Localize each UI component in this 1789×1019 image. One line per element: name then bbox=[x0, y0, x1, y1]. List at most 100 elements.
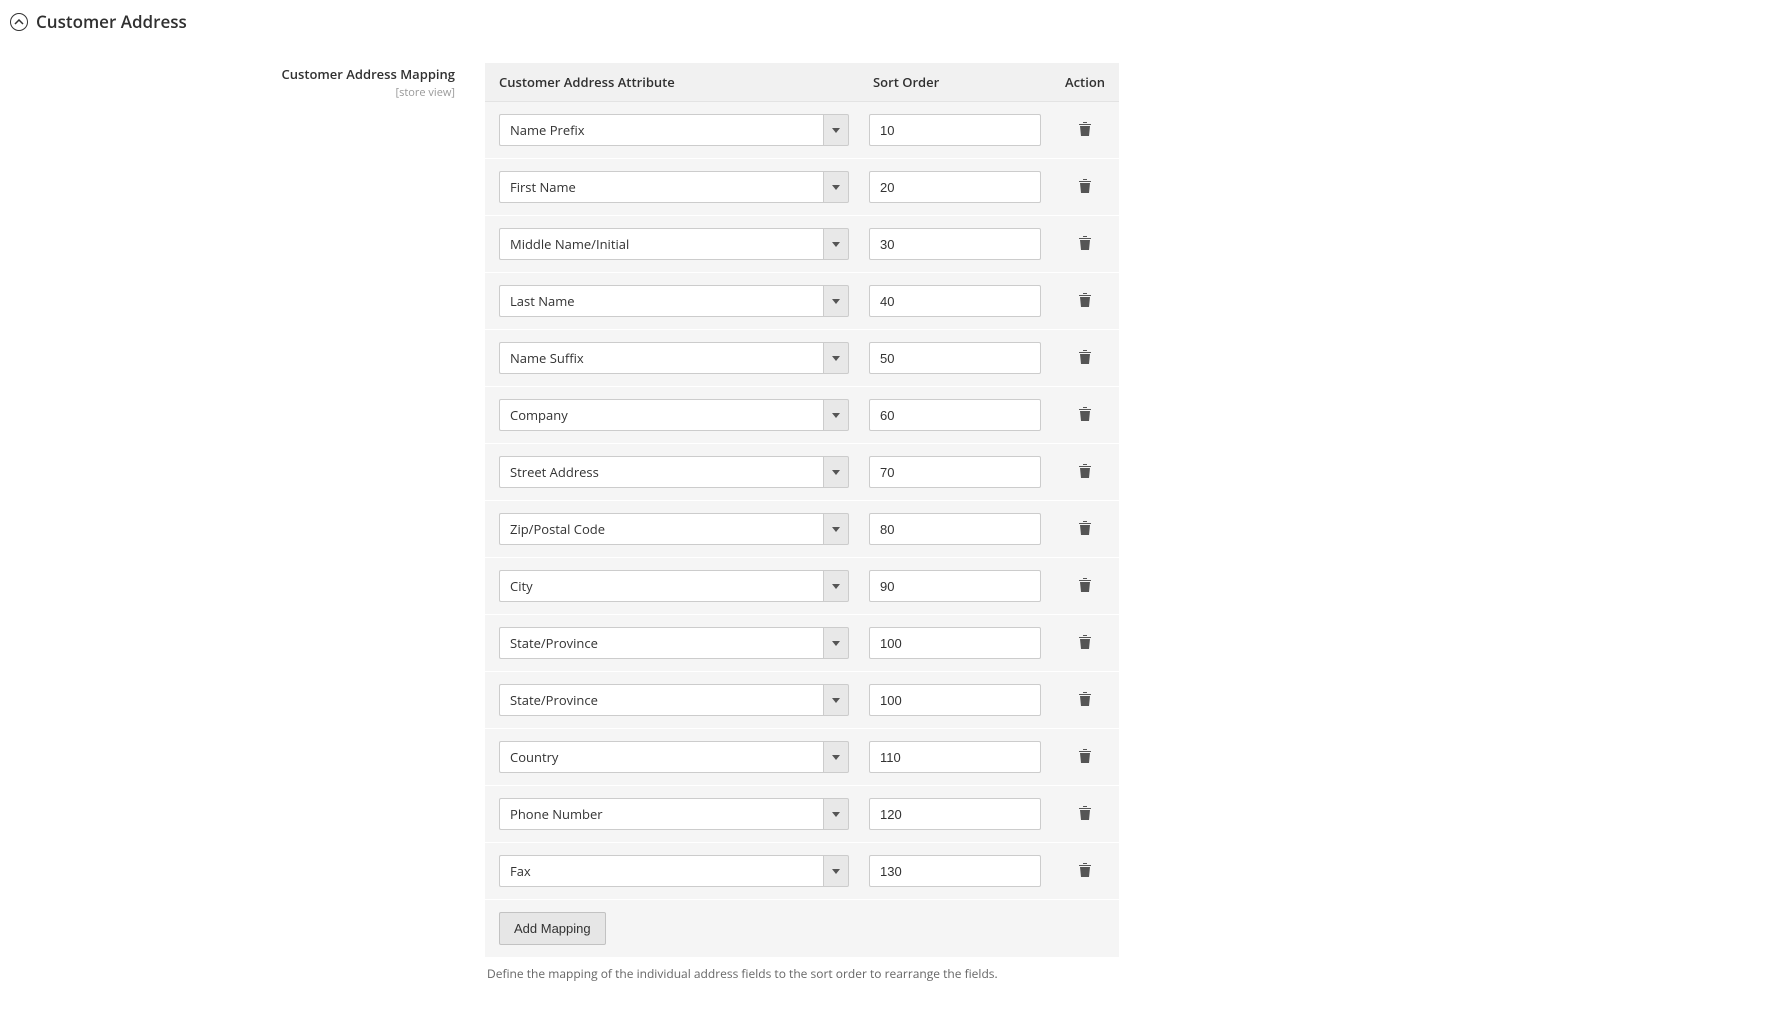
attribute-select-value[interactable]: Street Address bbox=[499, 456, 823, 488]
chevron-down-icon[interactable] bbox=[823, 114, 849, 146]
chevron-down-icon[interactable] bbox=[823, 855, 849, 887]
trash-icon bbox=[1078, 577, 1092, 596]
trash-icon bbox=[1078, 235, 1092, 254]
chevron-down-icon[interactable] bbox=[823, 342, 849, 374]
sort-order-input[interactable] bbox=[869, 456, 1041, 488]
sort-order-input[interactable] bbox=[869, 399, 1041, 431]
attribute-select[interactable]: State/Province bbox=[499, 627, 849, 659]
attribute-select-value[interactable]: City bbox=[499, 570, 823, 602]
attribute-select-value[interactable]: Middle Name/Initial bbox=[499, 228, 823, 260]
attribute-select-value[interactable]: Name Prefix bbox=[499, 114, 823, 146]
attribute-select-value[interactable]: Company bbox=[499, 399, 823, 431]
chevron-down-icon[interactable] bbox=[823, 285, 849, 317]
chevron-down-icon[interactable] bbox=[823, 627, 849, 659]
delete-button[interactable] bbox=[1074, 687, 1096, 714]
footer-row: Add Mapping bbox=[485, 900, 1119, 957]
collapse-icon[interactable] bbox=[10, 13, 28, 31]
trash-icon bbox=[1078, 121, 1092, 140]
chevron-down-icon[interactable] bbox=[823, 171, 849, 203]
chevron-down-icon[interactable] bbox=[823, 513, 849, 545]
attribute-select[interactable]: Name Prefix bbox=[499, 114, 849, 146]
delete-button[interactable] bbox=[1074, 288, 1096, 315]
attribute-select-value[interactable]: Country bbox=[499, 741, 823, 773]
attribute-select[interactable]: First Name bbox=[499, 171, 849, 203]
delete-button[interactable] bbox=[1074, 174, 1096, 201]
form-container: Customer Address Mapping [store view] Cu… bbox=[10, 63, 1779, 982]
attribute-select-value[interactable]: Phone Number bbox=[499, 798, 823, 830]
sort-order-input[interactable] bbox=[869, 684, 1041, 716]
attribute-select-value[interactable]: Zip/Postal Code bbox=[499, 513, 823, 545]
sort-order-input[interactable] bbox=[869, 627, 1041, 659]
table-row: Name Prefix bbox=[485, 102, 1119, 159]
trash-icon bbox=[1078, 691, 1092, 710]
trash-icon bbox=[1078, 292, 1092, 311]
table-row: State/Province bbox=[485, 615, 1119, 672]
attribute-select-value[interactable]: Fax bbox=[499, 855, 823, 887]
trash-icon bbox=[1078, 406, 1092, 425]
header-sort-order: Sort Order bbox=[859, 63, 1051, 102]
table-row: Fax bbox=[485, 843, 1119, 900]
field-label: Customer Address Mapping bbox=[282, 65, 456, 83]
attribute-select[interactable]: State/Province bbox=[499, 684, 849, 716]
delete-button[interactable] bbox=[1074, 117, 1096, 144]
sort-order-input[interactable] bbox=[869, 114, 1041, 146]
label-column: Customer Address Mapping [store view] bbox=[10, 63, 485, 100]
attribute-select-value[interactable]: Last Name bbox=[499, 285, 823, 317]
attribute-select[interactable]: Street Address bbox=[499, 456, 849, 488]
delete-button[interactable] bbox=[1074, 402, 1096, 429]
attribute-select[interactable]: Country bbox=[499, 741, 849, 773]
delete-button[interactable] bbox=[1074, 630, 1096, 657]
table-column: Customer Address Attribute Sort Order Ac… bbox=[485, 63, 1119, 982]
attribute-select[interactable]: Zip/Postal Code bbox=[499, 513, 849, 545]
table-row: Last Name bbox=[485, 273, 1119, 330]
delete-button[interactable] bbox=[1074, 858, 1096, 885]
field-scope: [store view] bbox=[10, 85, 455, 100]
chevron-down-icon[interactable] bbox=[823, 741, 849, 773]
table-row: Street Address bbox=[485, 444, 1119, 501]
chevron-down-icon[interactable] bbox=[823, 798, 849, 830]
delete-button[interactable] bbox=[1074, 801, 1096, 828]
sort-order-input[interactable] bbox=[869, 342, 1041, 374]
table-row: City bbox=[485, 558, 1119, 615]
chevron-down-icon[interactable] bbox=[823, 684, 849, 716]
chevron-down-icon[interactable] bbox=[823, 228, 849, 260]
sort-order-input[interactable] bbox=[869, 228, 1041, 260]
sort-order-input[interactable] bbox=[869, 285, 1041, 317]
sort-order-input[interactable] bbox=[869, 513, 1041, 545]
chevron-down-icon[interactable] bbox=[823, 570, 849, 602]
sort-order-input[interactable] bbox=[869, 798, 1041, 830]
attribute-select-value[interactable]: State/Province bbox=[499, 684, 823, 716]
table-row: Phone Number bbox=[485, 786, 1119, 843]
attribute-select[interactable]: Middle Name/Initial bbox=[499, 228, 849, 260]
mapping-table: Customer Address Attribute Sort Order Ac… bbox=[485, 63, 1119, 957]
sort-order-input[interactable] bbox=[869, 741, 1041, 773]
help-text: Define the mapping of the individual add… bbox=[485, 965, 1119, 982]
attribute-select[interactable]: Last Name bbox=[499, 285, 849, 317]
table-row: First Name bbox=[485, 159, 1119, 216]
attribute-select[interactable]: Company bbox=[499, 399, 849, 431]
attribute-select[interactable]: Phone Number bbox=[499, 798, 849, 830]
table-row: Zip/Postal Code bbox=[485, 501, 1119, 558]
table-row: Country bbox=[485, 729, 1119, 786]
delete-button[interactable] bbox=[1074, 516, 1096, 543]
table-row: Middle Name/Initial bbox=[485, 216, 1119, 273]
attribute-select-value[interactable]: Name Suffix bbox=[499, 342, 823, 374]
sort-order-input[interactable] bbox=[869, 855, 1041, 887]
add-mapping-button[interactable]: Add Mapping bbox=[499, 912, 606, 945]
chevron-down-icon[interactable] bbox=[823, 456, 849, 488]
attribute-select-value[interactable]: First Name bbox=[499, 171, 823, 203]
delete-button[interactable] bbox=[1074, 231, 1096, 258]
chevron-down-icon[interactable] bbox=[823, 399, 849, 431]
attribute-select-value[interactable]: State/Province bbox=[499, 627, 823, 659]
delete-button[interactable] bbox=[1074, 744, 1096, 771]
delete-button[interactable] bbox=[1074, 459, 1096, 486]
header-action: Action bbox=[1051, 63, 1119, 102]
attribute-select[interactable]: Name Suffix bbox=[499, 342, 849, 374]
delete-button[interactable] bbox=[1074, 345, 1096, 372]
trash-icon bbox=[1078, 805, 1092, 824]
attribute-select[interactable]: City bbox=[499, 570, 849, 602]
sort-order-input[interactable] bbox=[869, 570, 1041, 602]
sort-order-input[interactable] bbox=[869, 171, 1041, 203]
attribute-select[interactable]: Fax bbox=[499, 855, 849, 887]
delete-button[interactable] bbox=[1074, 573, 1096, 600]
